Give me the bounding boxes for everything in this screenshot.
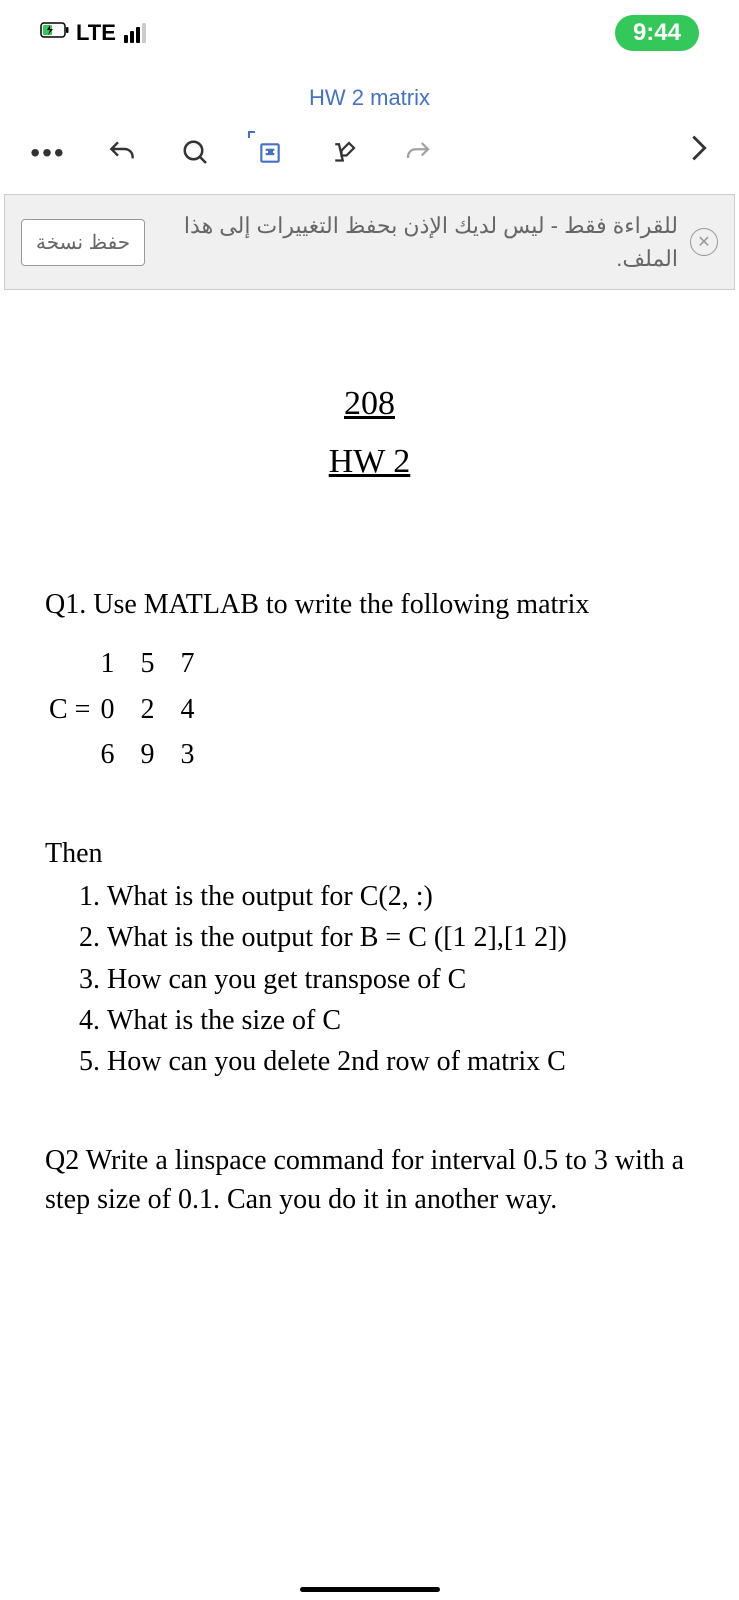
matrix-cell: 6 [100, 735, 114, 774]
chevron-right-icon[interactable] [689, 131, 709, 174]
question-list: What is the output for C(2, :) What is t… [45, 877, 694, 1081]
list-item: How can you delete 2nd row of matrix C [107, 1042, 694, 1081]
save-copy-button[interactable]: حفظ نسخة [21, 219, 145, 266]
redo-icon[interactable] [400, 135, 436, 171]
matrix-cell: 9 [140, 735, 154, 774]
matrix-cell: 3 [180, 735, 194, 774]
matrix-cell: 4 [180, 690, 194, 729]
q2-text: Q2 Write a linspace command for interval… [45, 1141, 694, 1219]
document-title: HW 2 matrix [0, 60, 739, 131]
matrix-cell: 5 [140, 644, 154, 683]
matrix-label: C = [49, 690, 90, 729]
banner-message: للقراءة فقط - ليس لديك الإذن بحفظ التغيي… [145, 209, 690, 275]
network-type: LTE [76, 20, 116, 46]
battery-charging-icon [40, 22, 70, 43]
page-number: 208 [45, 380, 694, 428]
list-item: What is the size of C [107, 1001, 694, 1040]
status-left: LTE [40, 20, 146, 46]
hw-title: HW 2 [45, 438, 694, 486]
toolbar-left: ••• [30, 135, 436, 171]
toolbar: ••• [0, 131, 739, 194]
matrix-cell: 2 [140, 690, 154, 729]
q1-title: Q1. Use MATLAB to write the following ma… [45, 585, 694, 624]
list-item: What is the output for C(2, :) [107, 877, 694, 916]
reading-view-icon[interactable] [252, 135, 288, 171]
more-options-icon[interactable]: ••• [30, 135, 66, 171]
matrix-grid: 1 5 7 0 2 4 6 9 3 [100, 644, 194, 774]
list-item: How can you get transpose of C [107, 960, 694, 999]
readonly-banner: حفظ نسخة للقراءة فقط - ليس لديك الإذن بح… [4, 194, 735, 290]
matrix-cell: 7 [180, 644, 194, 683]
close-icon[interactable]: ✕ [690, 228, 718, 256]
list-item: What is the output for B = C ([1 2],[1 2… [107, 918, 694, 957]
time-indicator[interactable]: 9:44 [615, 15, 699, 51]
matrix-cell: 1 [100, 644, 114, 683]
search-icon[interactable] [178, 135, 214, 171]
matrix-definition: C = 1 5 7 0 2 4 6 9 3 [45, 644, 694, 774]
matrix-cell: 0 [100, 690, 114, 729]
edit-icon[interactable] [326, 135, 362, 171]
status-bar: LTE 9:44 [0, 0, 739, 60]
signal-strength-icon [124, 23, 146, 43]
then-label: Then [45, 834, 694, 873]
undo-icon[interactable] [104, 135, 140, 171]
document-body: 208 HW 2 Q1. Use MATLAB to write the fol… [0, 290, 739, 1219]
home-indicator[interactable] [300, 1587, 440, 1592]
